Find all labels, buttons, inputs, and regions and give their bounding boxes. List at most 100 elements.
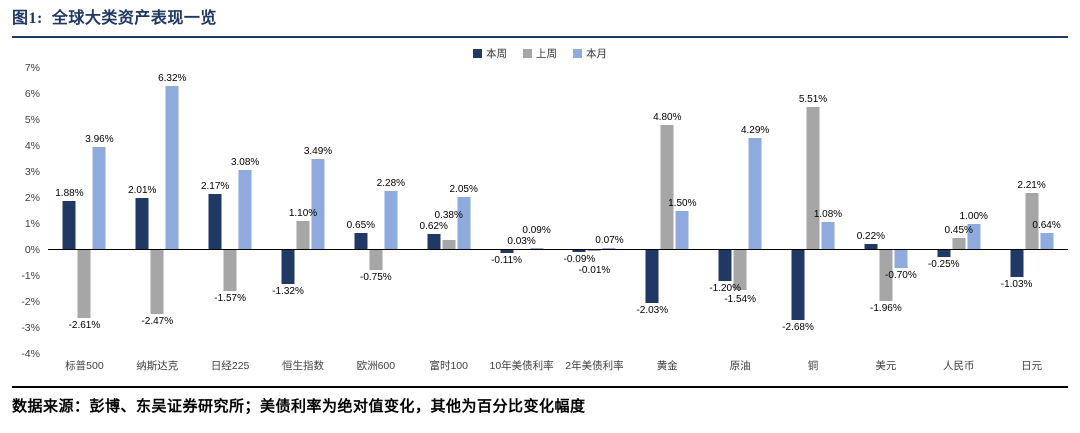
bar-value-label: 0.64% (1032, 220, 1061, 232)
bar-value-label: 0.09% (522, 225, 551, 236)
bar-group: 0.22% -1.96% -0.70% (849, 68, 922, 354)
bar-this-month (457, 196, 471, 250)
bar-value-label: -2.03% (636, 304, 669, 316)
bar-last-week (442, 240, 456, 250)
bar-this-week (937, 250, 951, 257)
bar-this-month (748, 138, 762, 250)
bar-value-label: 1.10% (288, 208, 318, 220)
bar-value-label: 0.07% (595, 235, 624, 247)
bar-this-month (311, 159, 325, 250)
bar-value-label: 4.29% (740, 125, 770, 137)
bar-this-week (208, 193, 222, 250)
x-axis-category-label: 日元 (1021, 360, 1043, 372)
legend-swatch-this-month (573, 48, 582, 58)
bar-value-label: 6.32% (158, 72, 187, 84)
bar-value-label: 0.62% (419, 220, 448, 232)
plot-row: 7% 6% 5% 4% 3% 2% 1% 0% -1% -2% -3% -4% 1.88% -2.61%… (12, 62, 1068, 360)
bar-value-label: 3.49% (303, 146, 333, 158)
y-axis-tick-label: 1% (24, 218, 40, 230)
bar-this-week (500, 250, 514, 253)
bar-this-week (354, 233, 368, 250)
x-axis-category-label: 2年美债利率 (565, 360, 624, 372)
bar-this-week (62, 201, 76, 250)
bar-value-label: -0.11% (491, 254, 523, 266)
y-axis-tick-label: -3% (21, 322, 40, 334)
bar-value-label: -1.03% (1000, 278, 1033, 290)
bar-this-week (281, 250, 295, 285)
bar-value-label: -0.09% (563, 254, 596, 266)
bar-group: -1.32% 1.10% 3.49% (267, 68, 340, 354)
bar-value-label: 1.50% (668, 198, 697, 209)
x-axis-category-label: 黄金 (656, 360, 678, 372)
bar-value-label: 3.08% (230, 156, 260, 168)
bar-last-week (77, 250, 91, 318)
zero-axis-line (48, 249, 1068, 250)
x-axis-category-label: 欧洲600 (356, 360, 396, 372)
bar-this-week (135, 197, 149, 250)
x-axis-category-label: 原油 (729, 360, 751, 372)
bar-this-week (1010, 250, 1024, 277)
bar-this-month (967, 224, 981, 250)
bar-value-label: -2.61% (68, 319, 101, 331)
bar-this-month (384, 190, 398, 250)
bar-value-label: 1.08% (813, 208, 843, 220)
legend-swatch-last-week (523, 48, 532, 58)
x-axis-category-label: 人民币 (942, 360, 975, 372)
bar-group: -1.03% 2.21% 0.64% (995, 68, 1068, 354)
bar-this-week (645, 250, 659, 303)
bar-last-week (296, 221, 310, 250)
bar-value-label: 2.05% (449, 183, 478, 195)
y-axis-tick-label: 3% (24, 166, 40, 178)
figure-title: 图1: 全球大类资产表现一览 (12, 10, 217, 27)
bar-value-label: 1.88% (55, 188, 84, 200)
y-axis-tick-label: 6% (24, 88, 40, 100)
bar-group: 0.65% -0.75% 2.28% (339, 68, 412, 354)
bar-value-label: -1.57% (214, 292, 246, 304)
title-divider (12, 36, 1068, 38)
bar-value-label: -2.68% (782, 321, 814, 333)
bar-group: -2.68% 5.51% 1.08% (777, 68, 850, 354)
bar-this-week (791, 250, 805, 320)
bar-value-label: 2.01% (128, 184, 157, 196)
bar-value-label: 3.96% (85, 134, 114, 146)
y-axis-tick-label: 0% (24, 244, 40, 256)
bar-last-week (150, 250, 164, 315)
bar-value-label: 0.03% (507, 236, 536, 247)
bar-value-label: -0.25% (927, 258, 960, 270)
bar-last-week (879, 250, 893, 301)
legend-swatch-this-week (473, 48, 482, 58)
x-axis-category-label: 铜 (807, 360, 819, 372)
x-axis-category-label: 恒生指数 (282, 360, 324, 372)
legend-label-this-month: 本月 (586, 47, 607, 60)
bar-group: 2.17% -1.57% 3.08% (194, 68, 267, 354)
bar-value-label: 0.22% (856, 231, 886, 243)
x-axis: 标普500 纳斯达克 日经225 恒生指数 欧洲600 富时100 10年美债利率 2年美债利… (48, 359, 1068, 374)
bar-value-label: 2.17% (200, 180, 230, 192)
bar-group: -2.03% 4.80% 1.50% (631, 68, 704, 354)
bar-this-week (718, 250, 732, 282)
bar-group: -0.09% -0.01% 0.07% (558, 68, 631, 354)
bar-group: -0.25% 0.45% 1.00% (922, 68, 995, 354)
legend-label-this-week: 本周 (486, 47, 507, 60)
bar-last-week (806, 106, 820, 250)
bar-value-label: -1.54% (724, 294, 756, 306)
bar-value-label: 0.38% (434, 209, 463, 221)
bar-value-label: 5.51% (798, 93, 828, 105)
y-axis-tick-label: -4% (21, 348, 40, 360)
y-axis-tick-label: 2% (24, 192, 40, 204)
bar-this-week (864, 244, 878, 250)
bar-value-label: -0.01% (578, 265, 611, 277)
bar-value-label: 1.00% (959, 211, 988, 222)
plot-area: 1.88% -2.61% 3.96% 2.01% -2.47% 6.32% 2.17% -1.… (48, 68, 1068, 354)
bar-last-week (733, 250, 747, 291)
bar-group: -0.11% 0.03% 0.09% (485, 68, 558, 354)
bar-this-week (572, 250, 586, 253)
x-axis-category-label: 10年美债利率 (489, 360, 554, 372)
bar-this-month (530, 247, 544, 250)
bar-value-label: -0.70% (885, 270, 917, 282)
bar-group: -1.20% -1.54% 4.29% (704, 68, 777, 354)
bar-this-month (821, 221, 835, 250)
legend-item-this-week: 本周 (473, 46, 507, 60)
x-axis-category-label: 美元 (875, 360, 897, 372)
